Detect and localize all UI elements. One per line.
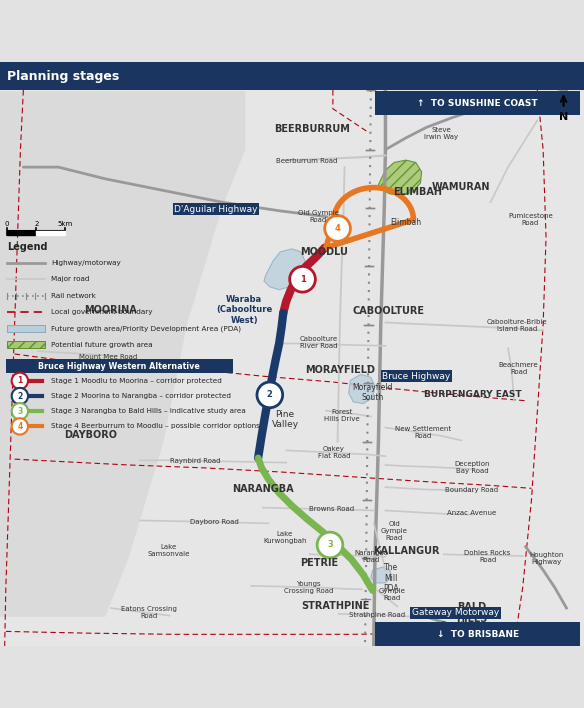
Text: BEERBURRUM: BEERBURRUM: [274, 124, 350, 134]
Text: D'Aguilar Highway: D'Aguilar Highway: [175, 205, 258, 214]
Polygon shape: [378, 160, 422, 195]
Text: ↓  TO BRISBANE: ↓ TO BRISBANE: [437, 630, 519, 639]
Polygon shape: [264, 249, 305, 290]
Text: Browns Road: Browns Road: [308, 506, 354, 513]
Polygon shape: [0, 91, 245, 617]
Text: Strathpine Road: Strathpine Road: [349, 612, 405, 618]
Text: 3: 3: [18, 406, 22, 416]
Text: Rail network: Rail network: [51, 292, 96, 299]
Text: Caboolture-Bribie
Island Road: Caboolture-Bribie Island Road: [486, 319, 547, 333]
Text: BALD
HILLS: BALD HILLS: [456, 602, 488, 624]
Text: Steve
Irwin Way: Steve Irwin Way: [424, 127, 458, 139]
Text: Old Gympie
Road: Old Gympie Road: [298, 210, 339, 223]
Text: New Settlement
Road: New Settlement Road: [395, 426, 451, 439]
Text: Stage 4 Beerburrum to Moodlu – possible corridor options: Stage 4 Beerburrum to Moodlu – possible …: [51, 423, 260, 430]
Text: N: N: [559, 112, 568, 122]
Text: Beams Road: Beams Road: [499, 625, 543, 631]
Polygon shape: [349, 375, 375, 404]
Text: Elimbah: Elimbah: [390, 217, 422, 227]
Text: Gateway Motorway: Gateway Motorway: [412, 608, 499, 617]
Text: Waraba
(Caboolture
West): Waraba (Caboolture West): [216, 295, 272, 324]
Text: Pumicestone
Road: Pumicestone Road: [508, 213, 552, 226]
Text: Houghton
Highway: Houghton Highway: [530, 552, 564, 566]
Text: 2: 2: [18, 392, 22, 401]
Text: Lake
Kurwongbah: Lake Kurwongbah: [263, 532, 307, 544]
Text: MORAYFIELD: MORAYFIELD: [305, 365, 375, 375]
Text: Anzac Avenue: Anzac Avenue: [447, 510, 496, 516]
FancyBboxPatch shape: [7, 325, 45, 332]
Circle shape: [290, 266, 315, 292]
Text: NARANGBA: NARANGBA: [232, 484, 294, 494]
Text: Oakey
Flat Road: Oakey Flat Road: [318, 445, 350, 459]
Text: Stage 3 Narangba to Bald Hills – indicative study area: Stage 3 Narangba to Bald Hills – indicat…: [51, 409, 245, 414]
Text: Dayboro Road: Dayboro Road: [190, 519, 239, 525]
Circle shape: [12, 403, 28, 419]
Text: 1: 1: [300, 275, 305, 284]
Text: Bruce Highway Western Alternative: Bruce Highway Western Alternative: [38, 362, 200, 371]
Text: BURPENGARY EAST: BURPENGARY EAST: [424, 390, 522, 399]
Text: CABOOLTURE: CABOOLTURE: [352, 307, 425, 316]
FancyBboxPatch shape: [7, 341, 45, 348]
Circle shape: [325, 216, 350, 241]
Text: Highway/motorway: Highway/motorway: [51, 260, 120, 266]
Text: Legend: Legend: [7, 242, 47, 252]
Text: Eatons Crossing
Road: Eatons Crossing Road: [121, 605, 177, 619]
Text: 2: 2: [34, 220, 39, 227]
Polygon shape: [371, 567, 391, 583]
Circle shape: [317, 532, 343, 558]
Text: Local government boundary: Local government boundary: [51, 309, 152, 315]
Text: Boundary Road: Boundary Road: [446, 487, 498, 493]
Circle shape: [12, 372, 28, 389]
Text: Bruce Highway: Bruce Highway: [383, 372, 450, 381]
Text: Youngs
Crossing Road: Youngs Crossing Road: [284, 581, 333, 594]
Text: Lake
Samsonvale: Lake Samsonvale: [147, 544, 189, 557]
Text: MOORINA: MOORINA: [85, 304, 137, 314]
Circle shape: [12, 418, 28, 435]
Text: Forest
Hills Drive: Forest Hills Drive: [324, 409, 360, 422]
Text: 3: 3: [327, 540, 333, 549]
Text: ELIMBAH: ELIMBAH: [393, 187, 442, 197]
Text: 4: 4: [18, 422, 22, 431]
Text: Beachmere
Road: Beachmere Road: [499, 362, 538, 375]
Text: Major road: Major road: [51, 276, 89, 282]
Text: KALLANGUR: KALLANGUR: [373, 546, 439, 556]
FancyBboxPatch shape: [6, 359, 233, 373]
Text: The
Mill
PDA: The Mill PDA: [384, 564, 399, 593]
Text: Planning stages: Planning stages: [7, 69, 119, 83]
Text: Beerburrum Road: Beerburrum Road: [276, 158, 338, 164]
Text: 0: 0: [5, 220, 9, 227]
Text: MOODLU: MOODLU: [300, 247, 348, 257]
Text: Stage 1 Moodlu to Moorina – corridor protected: Stage 1 Moodlu to Moorina – corridor pro…: [51, 378, 222, 384]
Text: DAYBORO: DAYBORO: [64, 430, 117, 440]
Text: WAMURAN: WAMURAN: [432, 182, 491, 192]
Text: Gympie
Arterial
Road: Gympie Arterial Road: [441, 621, 468, 641]
Text: Old
Gympie
Road: Old Gympie Road: [381, 521, 408, 541]
Text: 5km: 5km: [58, 220, 73, 227]
Circle shape: [12, 388, 28, 404]
Text: 4: 4: [335, 224, 340, 233]
Circle shape: [257, 382, 283, 408]
Text: 2: 2: [267, 390, 273, 399]
Text: PETRIE: PETRIE: [300, 558, 338, 568]
Text: Narangba
Road: Narangba Road: [354, 550, 388, 563]
Text: Morayfield
South: Morayfield South: [352, 383, 393, 402]
Text: Caboolture
River Road: Caboolture River Road: [299, 336, 338, 350]
Text: Deception
Bay Road: Deception Bay Road: [454, 461, 489, 474]
Text: STRATHPINE: STRATHPINE: [301, 600, 370, 611]
Text: Raynbird Road: Raynbird Road: [171, 458, 221, 464]
Text: Mount Mee Road: Mount Mee Road: [79, 354, 137, 360]
Text: Future growth area/Priority Development Area (PDA): Future growth area/Priority Development …: [51, 325, 241, 331]
Text: Pine
Valley: Pine Valley: [272, 410, 298, 429]
FancyBboxPatch shape: [375, 622, 580, 646]
Text: Stage 2 Moorina to Narangba – corridor protected: Stage 2 Moorina to Narangba – corridor p…: [51, 393, 231, 399]
Text: Potential future growth area: Potential future growth area: [51, 342, 152, 348]
Text: 1: 1: [18, 377, 22, 385]
Text: Gympie
Road: Gympie Road: [379, 588, 406, 601]
Text: ↑  TO SUNSHINE COAST: ↑ TO SUNSHINE COAST: [418, 99, 538, 108]
Text: Dohles Rocks
Road: Dohles Rocks Road: [464, 550, 511, 563]
FancyBboxPatch shape: [0, 62, 584, 90]
FancyBboxPatch shape: [375, 91, 580, 115]
